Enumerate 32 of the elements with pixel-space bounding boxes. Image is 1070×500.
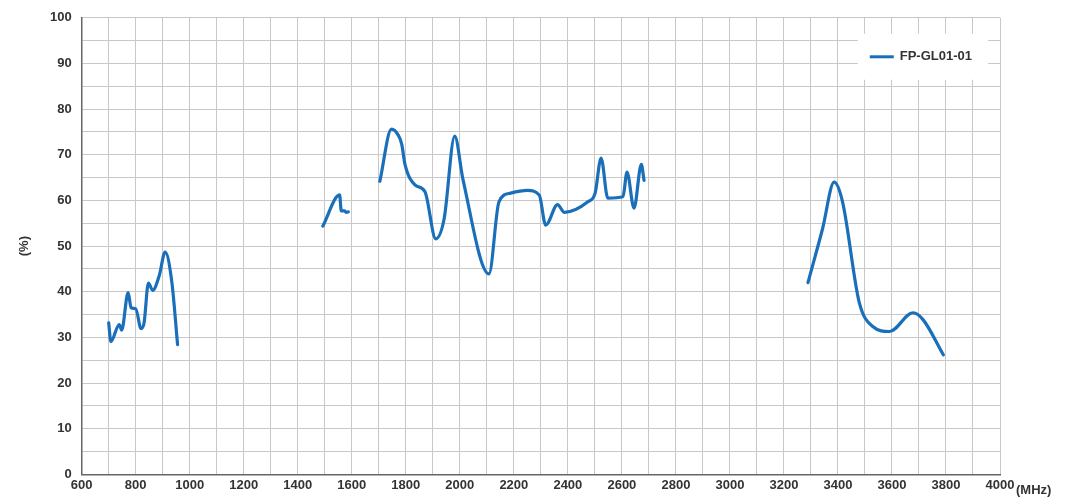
legend-label: FP-GL01-01 xyxy=(899,48,973,64)
x-tick-label: 2600 xyxy=(607,476,637,492)
x-tick-label: 1200 xyxy=(229,476,259,492)
y-tick-label: 90 xyxy=(57,55,72,71)
y-tick-label: 30 xyxy=(57,329,72,344)
y-tick-label: 70 xyxy=(57,146,72,162)
y-axis-title: (%) xyxy=(15,235,31,257)
x-tick-label: 3000 xyxy=(715,476,745,492)
y-tick-label: 60 xyxy=(57,192,72,208)
x-tick-label: 1800 xyxy=(391,476,421,492)
y-tick-label: 10 xyxy=(57,420,72,436)
x-tick-label: 2000 xyxy=(445,476,475,492)
x-tick-label: 2800 xyxy=(661,476,691,492)
x-tick-label: 1400 xyxy=(283,476,313,492)
x-tick-label: 1000 xyxy=(175,476,205,492)
y-tick-label: 50 xyxy=(57,237,72,253)
x-tick-label: 3600 xyxy=(877,476,907,492)
y-tick-label: 40 xyxy=(57,283,72,299)
x-tick-label: 3400 xyxy=(823,476,853,492)
x-tick-label: 2200 xyxy=(499,476,529,492)
x-tick-label: 1600 xyxy=(337,476,367,492)
x-tick-label: 600 xyxy=(70,476,93,492)
y-tick-label: 20 xyxy=(57,374,72,390)
y-tick-label: 100 xyxy=(49,9,72,25)
x-tick-label: 2400 xyxy=(553,476,583,492)
x-tick-label: 800 xyxy=(124,476,147,492)
y-tick-label: 80 xyxy=(57,100,72,116)
x-tick-label: 4000 xyxy=(985,476,1015,492)
x-tick-label: 3800 xyxy=(931,476,961,492)
x-tick-label: 3200 xyxy=(769,476,799,492)
x-axis-title: (MHz) xyxy=(1016,481,1052,497)
y-tick-label: 0 xyxy=(64,465,72,481)
